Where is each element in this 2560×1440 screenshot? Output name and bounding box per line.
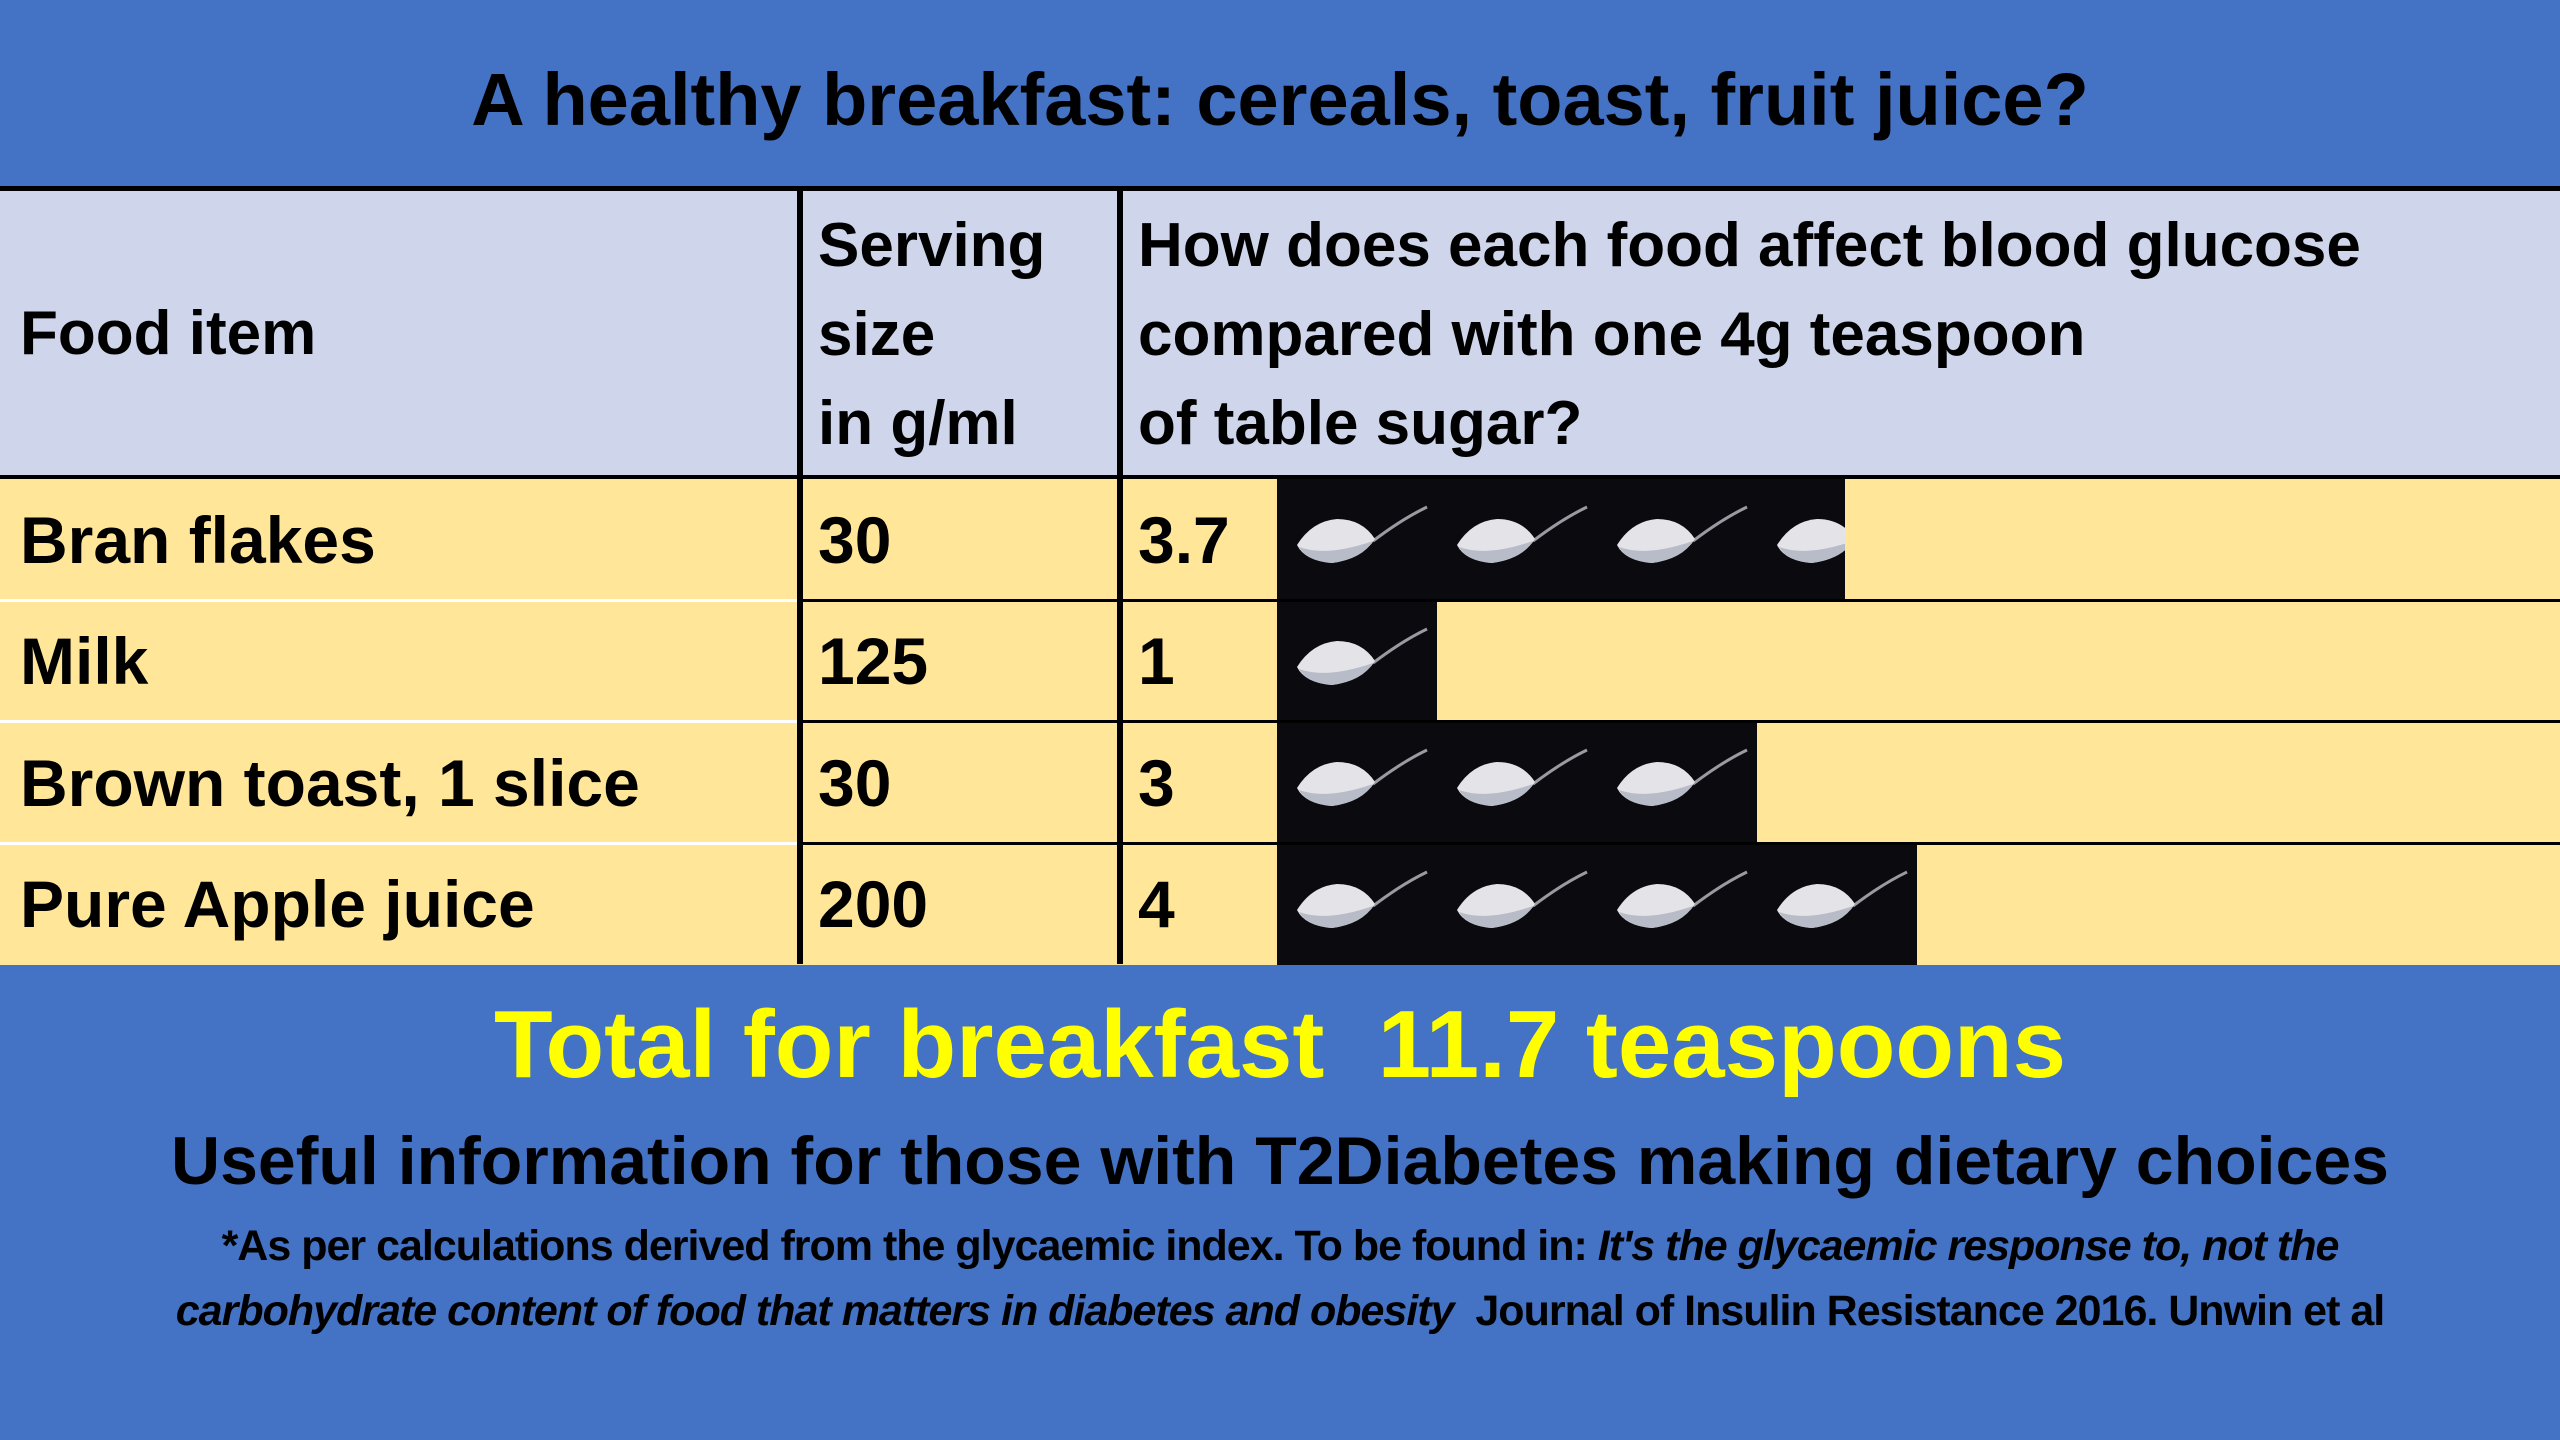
sugar-teaspoon-icon: [1597, 479, 1757, 600]
teaspoon-bar: [1277, 722, 1757, 843]
footnote-line-2: carbohydrate content of food that matter…: [0, 1287, 2560, 1336]
breakfast-table: Food item Serving size in g/ml How does …: [0, 186, 2560, 965]
sugar-teaspoon-icon: [1597, 843, 1757, 965]
sugar-teaspoon-icon: [1277, 600, 1437, 722]
footnote-text: *As per calculations derived from the gl…: [221, 1222, 1598, 1270]
teaspoon-bar: [1277, 843, 1917, 965]
serving-size: 200: [818, 867, 929, 941]
teaspoon-equivalent: 1: [1138, 624, 1175, 698]
sugar-teaspoon-icon: [1277, 843, 1437, 965]
serving-size: 30: [818, 502, 892, 577]
header-serving-size: Serving size in g/ml: [818, 191, 1045, 475]
sugar-teaspoon-icon: [1437, 843, 1597, 965]
teaspoon-equivalent: 4: [1138, 867, 1175, 941]
food-item: Milk: [20, 624, 149, 698]
footnote-line-1: *As per calculations derived from the gl…: [0, 1222, 2560, 1271]
header-line: compared with one 4g teaspoon: [1138, 300, 2086, 369]
food-item: Brown toast, 1 slice: [20, 745, 640, 820]
table-row: Brown toast, 1 slice 30 3: [0, 722, 2560, 843]
row-divider: [0, 841, 2560, 845]
sugar-teaspoon-icon: [1437, 479, 1597, 600]
sugar-teaspoon-icon: [1277, 722, 1437, 843]
footnote-citation-title: carbohydrate content of food that matter…: [175, 1287, 1455, 1335]
header-glucose-effect: How does each food affect blood glucose …: [1138, 191, 2361, 475]
table-row: Bran flakes 30 3.7: [0, 479, 2560, 600]
header-line: of table sugar?: [1138, 389, 1583, 458]
header-line: How does each food affect blood glucose: [1138, 211, 2361, 280]
sugar-teaspoon-icon: [1597, 722, 1757, 843]
row-divider: [0, 720, 2560, 723]
teaspoon-bar: [1277, 479, 1845, 600]
food-item: Pure Apple juice: [20, 867, 535, 941]
column-divider: [797, 191, 803, 964]
teaspoon-bar: [1277, 600, 1437, 722]
teaspoon-equivalent: 3.7: [1138, 502, 1230, 577]
header-food-item: Food item: [20, 298, 317, 368]
subtitle: Useful information for those with T2Diab…: [170, 1123, 2389, 1199]
header-line: size: [818, 300, 936, 369]
header-line: in g/ml: [818, 389, 1018, 458]
breakfast-total: Total for breakfast 11.7 teaspoons: [493, 991, 2067, 1098]
teaspoon-equivalent: 3: [1138, 745, 1175, 820]
table-row: Milk 125 1: [0, 600, 2560, 722]
serving-size: 30: [818, 745, 892, 820]
header-line: Serving: [818, 211, 1046, 280]
sugar-teaspoon-icon: [1437, 722, 1597, 843]
row-divider: [0, 598, 2560, 602]
sugar-teaspoon-icon: [1277, 479, 1437, 600]
food-item: Bran flakes: [20, 502, 376, 577]
sugar-teaspoon-icon: [1757, 479, 1845, 600]
sugar-teaspoon-icon: [1757, 843, 1917, 965]
table-row: Pure Apple juice 200 4: [0, 843, 2560, 965]
table-header: Food item Serving size in g/ml How does …: [0, 191, 2560, 479]
footnote-citation-title: It's the glycaemic response to, not the: [1597, 1222, 2340, 1270]
serving-size: 125: [818, 624, 929, 698]
column-divider: [1117, 191, 1123, 964]
footnote-journal: Journal of Insulin Resistance 2016. Unwi…: [1453, 1287, 2385, 1335]
page-title: A healthy breakfast: cereals, toast, fru…: [471, 57, 2089, 141]
